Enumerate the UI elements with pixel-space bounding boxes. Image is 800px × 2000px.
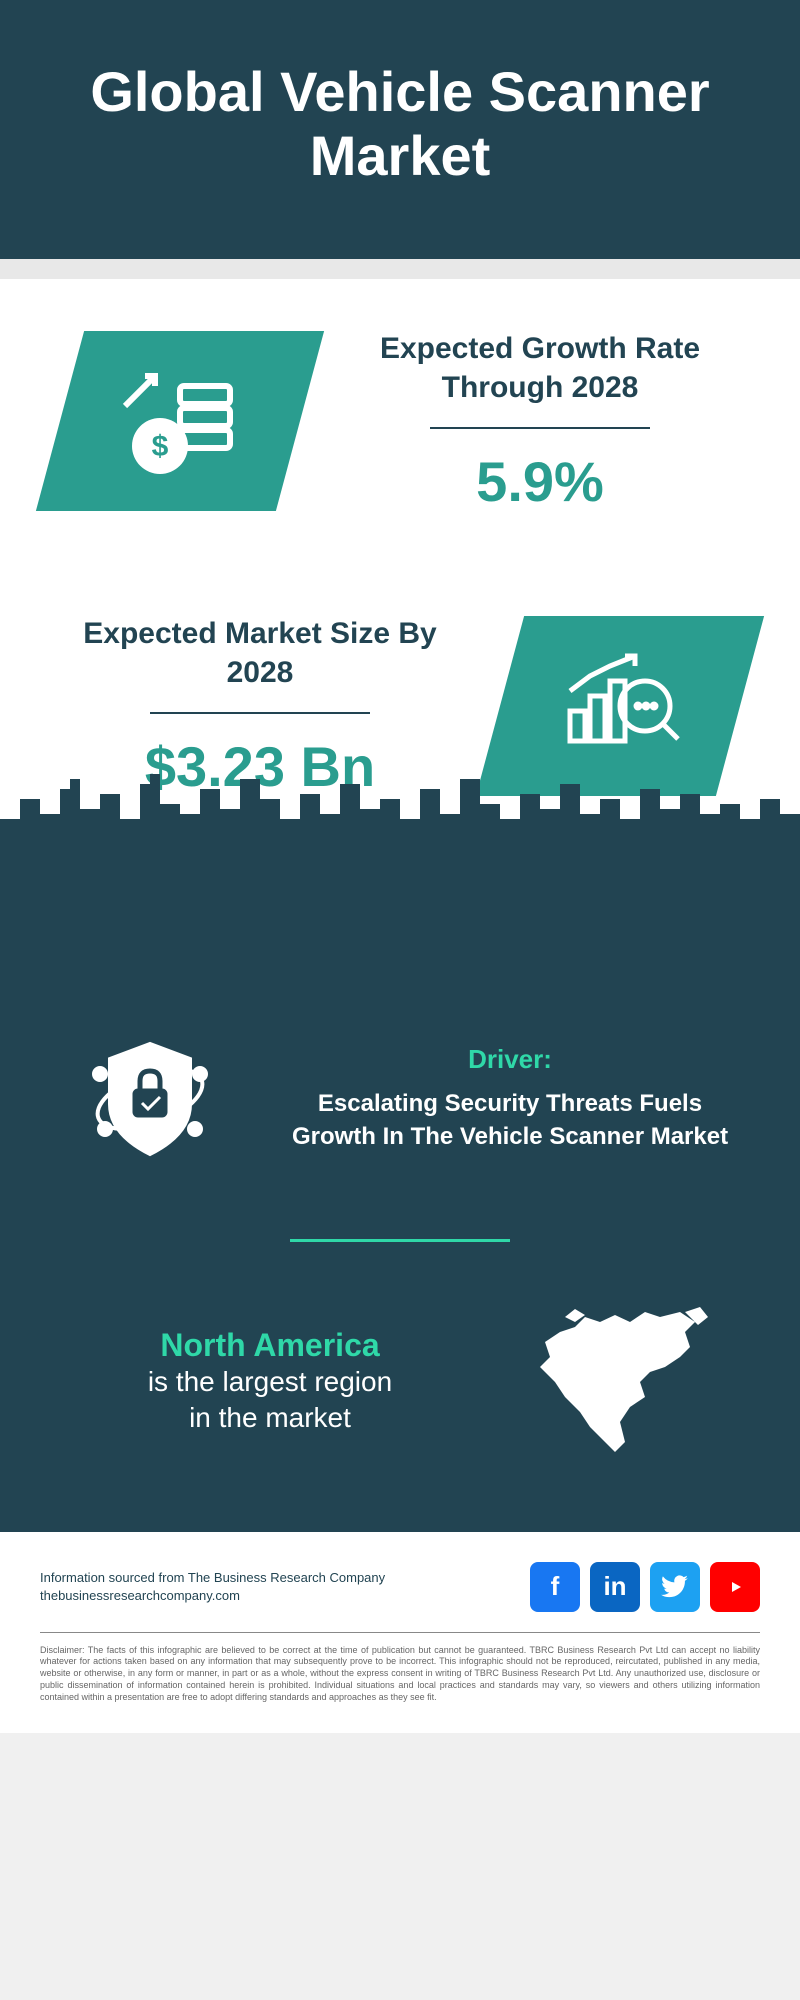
infographic-container: Global Vehicle Scanner Market $ Expected… — [0, 0, 800, 1733]
header-gap — [0, 259, 800, 279]
youtube-icon[interactable] — [710, 1562, 760, 1612]
driver-label: Driver: — [280, 1044, 740, 1075]
header-banner: Global Vehicle Scanner Market — [0, 0, 800, 259]
chart-magnify-icon — [550, 641, 690, 771]
region-sub-1: is the largest region — [60, 1364, 480, 1400]
teal-divider — [290, 1239, 510, 1242]
north-america-map-icon — [520, 1292, 740, 1472]
region-highlight: North America — [60, 1327, 480, 1364]
social-links: f in — [530, 1562, 760, 1612]
source-attribution: Information sourced from The Business Re… — [40, 1569, 385, 1605]
size-label: Expected Market Size By 2028 — [60, 614, 460, 692]
facebook-icon[interactable]: f — [530, 1562, 580, 1612]
twitter-icon[interactable] — [650, 1562, 700, 1612]
region-sub-2: in the market — [60, 1400, 480, 1436]
money-growth-icon: $ — [110, 356, 250, 486]
footer-divider — [40, 1632, 760, 1633]
growth-icon-box: $ — [36, 331, 324, 511]
growth-stat-section: $ Expected Growth Rate Through 2028 5.9% — [0, 279, 800, 564]
skyline-wrapper — [0, 849, 800, 969]
dark-info-section: Driver: Escalating Security Threats Fuel… — [0, 969, 800, 1532]
main-title: Global Vehicle Scanner Market — [40, 60, 760, 189]
linkedin-icon[interactable]: in — [590, 1562, 640, 1612]
svg-text:$: $ — [152, 430, 169, 463]
footer-section: Information sourced from The Business Re… — [0, 1532, 800, 1733]
growth-divider — [430, 427, 650, 429]
size-divider — [150, 712, 370, 714]
disclaimer-text: Disclaimer: The facts of this infographi… — [40, 1645, 760, 1703]
growth-label: Expected Growth Rate Through 2028 — [340, 329, 740, 407]
driver-description: Escalating Security Threats Fuels Growth… — [280, 1087, 740, 1154]
security-shield-icon — [60, 1009, 240, 1189]
growth-value: 5.9% — [340, 449, 740, 514]
